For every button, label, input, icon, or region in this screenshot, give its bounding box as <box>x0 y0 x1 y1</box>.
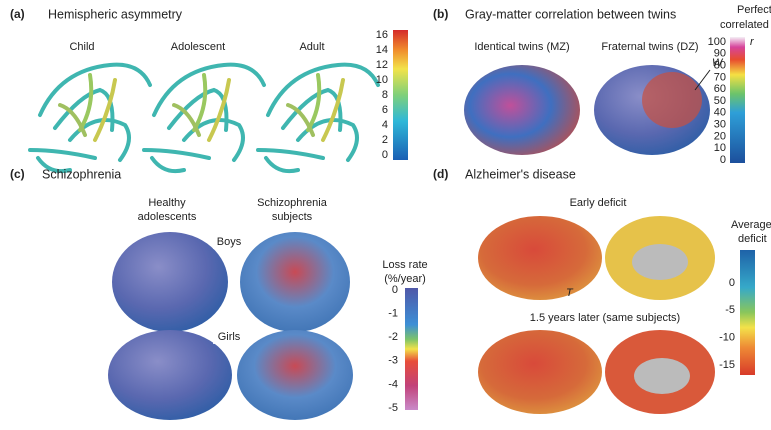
brain-midline <box>632 244 688 280</box>
figure-canvas: (a) Hemispheric asymmetry Child Adolesce… <box>0 0 771 430</box>
panel-title: Schizophrenia <box>42 167 121 181</box>
brain-image <box>112 232 228 332</box>
annotation-line <box>695 70 710 90</box>
sublabel: adolescents <box>138 211 197 223</box>
colorbar-tick-label: -5 <box>725 304 735 316</box>
colorbar <box>405 288 418 410</box>
sublabel: subjects <box>272 211 313 223</box>
colorbar-tick-label: 12 <box>376 59 388 71</box>
brain-image <box>464 65 580 155</box>
panel-title: Alzheimer's disease <box>465 167 576 181</box>
brain-image <box>478 330 602 414</box>
colorbar-tick-label: 2 <box>382 134 388 146</box>
colorbar-tick-label: 0 <box>392 284 398 296</box>
colorbar <box>730 37 745 163</box>
brain-midline <box>634 358 690 394</box>
sublabel: 1.5 years later (same subjects) <box>530 312 680 324</box>
brain-image <box>240 232 350 332</box>
colorbar-tick-label: 30 <box>714 119 726 131</box>
colorbar-tick-label: 90 <box>714 48 726 60</box>
colorbar-tick-label: 0 <box>382 149 388 161</box>
colorbar-tick-label: 20 <box>714 130 726 142</box>
sublabel: Identical twins (MZ) <box>474 41 569 53</box>
row-label: Boys <box>217 236 242 248</box>
sublabel: Healthy <box>148 197 186 209</box>
colorbar-tick-label: 8 <box>382 89 388 101</box>
colorbar-tick-label: 10 <box>714 142 726 154</box>
colorbar-symbol: r <box>750 36 755 48</box>
colorbar-tick-label: -2 <box>388 331 398 343</box>
colorbar-tick-label: 14 <box>376 44 388 56</box>
brain-region <box>642 72 702 128</box>
colorbar-tick-label: 80 <box>714 60 726 72</box>
colorbar-tick-label: -1 <box>388 308 398 320</box>
colorbar-title: Perfectly <box>737 4 771 16</box>
colorbar-tick-label: 6 <box>382 104 388 116</box>
colorbar-title: Average <box>731 219 771 231</box>
colorbar-tick-label: 50 <box>714 95 726 107</box>
sublabel: Adolescent <box>171 41 225 53</box>
colorbar-tick-label: 60 <box>714 83 726 95</box>
figure: (a) Hemispheric asymmetry Child Adolesce… <box>0 0 771 430</box>
sublabel: Early deficit <box>570 197 627 209</box>
panel-label: (b) <box>433 7 448 21</box>
colorbar-tick-label: 4 <box>382 119 388 131</box>
colorbar-tick-label: -10 <box>719 332 735 344</box>
brain-image <box>478 216 602 300</box>
colorbar-tick-label: 16 <box>376 29 388 41</box>
colorbar <box>740 250 755 375</box>
sublabel: Fraternal twins (DZ) <box>601 41 698 53</box>
colorbar-tick-label: 10 <box>376 74 388 86</box>
colorbar-tick-label: -3 <box>388 355 398 367</box>
colorbar <box>393 30 408 160</box>
row-label: Girls <box>218 331 241 343</box>
sulcal-curves <box>30 65 378 171</box>
colorbar-tick-label: 40 <box>714 107 726 119</box>
colorbar-tick-label: -4 <box>388 378 398 390</box>
colorbar-tick-label: 0 <box>720 154 726 166</box>
colorbar-tick-label: 100 <box>708 36 726 48</box>
panel-label: (d) <box>433 167 448 181</box>
sublabel: Child <box>69 41 94 53</box>
panel-title: Hemispheric asymmetry <box>48 7 183 21</box>
colorbar-title: correlated (%) <box>720 19 771 31</box>
brain-image <box>237 330 353 420</box>
panel-label: (c) <box>10 167 25 181</box>
sublabel: Adult <box>299 41 324 53</box>
colorbar-tick-label: -15 <box>719 359 735 371</box>
panel-label: (a) <box>10 7 25 21</box>
colorbar-title: deficit <box>738 233 767 245</box>
colorbar-tick-label: 70 <box>714 71 726 83</box>
colorbar-title: (%/year) <box>384 273 426 285</box>
sublabel: Schizophrenia <box>257 197 328 209</box>
panel-title: Gray-matter correlation between twins <box>465 7 676 21</box>
colorbar-tick-label: -5 <box>388 402 398 414</box>
colorbar-title: Loss rate <box>382 259 427 271</box>
colorbar-tick-label: 0 <box>729 277 735 289</box>
